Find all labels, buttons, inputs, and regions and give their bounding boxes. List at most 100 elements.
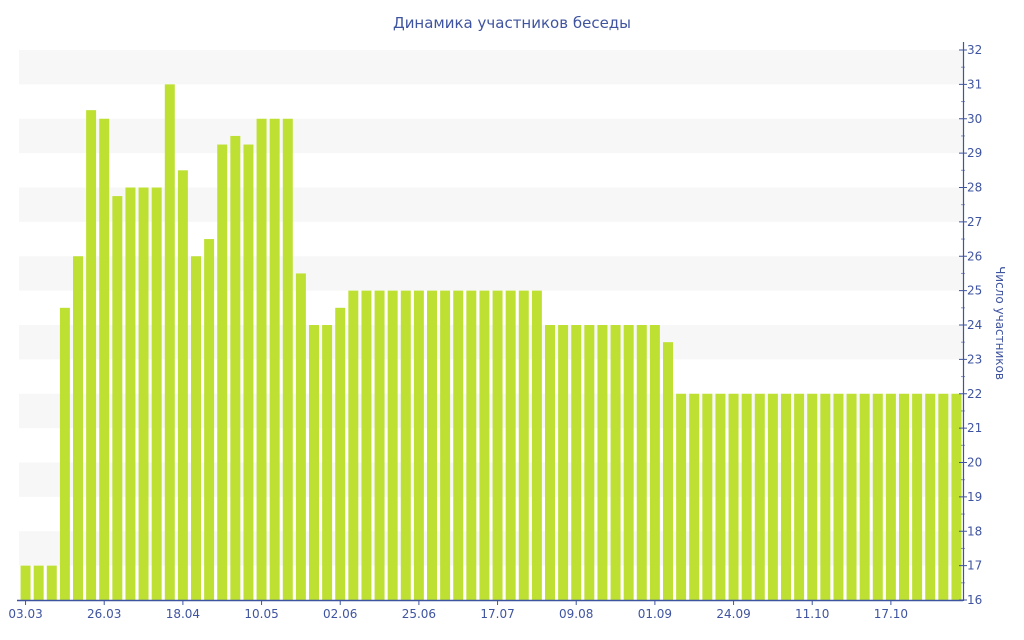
bar	[702, 393, 713, 600]
bar	[256, 118, 267, 600]
bar	[623, 325, 634, 600]
bar	[636, 325, 647, 600]
bar	[794, 393, 805, 600]
bar	[177, 170, 188, 600]
x-tick-label: 03.03	[8, 607, 42, 621]
bar	[33, 565, 44, 600]
y-tick-label: 18	[967, 524, 982, 538]
bar	[741, 393, 752, 600]
bar	[492, 290, 503, 600]
bar	[361, 290, 372, 600]
bar	[335, 307, 346, 600]
bar	[715, 393, 726, 600]
bar	[610, 325, 621, 600]
y-tick-label: 24	[967, 318, 982, 332]
bar	[243, 144, 254, 600]
x-tick-label: 10.05	[244, 607, 278, 621]
bar	[938, 393, 949, 600]
bar	[400, 290, 411, 600]
bar	[322, 325, 333, 600]
x-tick-label: 26.03	[87, 607, 121, 621]
bar	[374, 290, 385, 600]
bar	[833, 393, 844, 600]
bar	[885, 393, 896, 600]
bar	[46, 565, 57, 600]
x-tick-label: 17.07	[480, 607, 514, 621]
bar	[204, 239, 215, 600]
x-tick-label: 09.08	[559, 607, 593, 621]
y-tick-label: 32	[967, 43, 982, 57]
bar	[151, 187, 162, 600]
bar	[309, 325, 319, 600]
bar	[112, 196, 123, 600]
bars	[20, 84, 962, 600]
bar	[479, 290, 490, 600]
bar	[767, 393, 778, 600]
bar	[951, 393, 962, 600]
y-tick-label: 27	[967, 215, 982, 229]
bar	[518, 290, 529, 600]
bar	[164, 84, 175, 600]
grid-band	[19, 325, 963, 360]
bar	[427, 290, 437, 600]
grid-band	[19, 256, 963, 291]
x-tick-label: 01.09	[638, 607, 672, 621]
bar	[807, 393, 818, 600]
bar	[453, 290, 464, 600]
bar	[649, 325, 660, 600]
bar	[505, 290, 516, 600]
y-axis-label: Число участников	[993, 266, 1007, 380]
bar	[676, 393, 687, 600]
bar	[754, 393, 765, 600]
grid-band	[19, 50, 963, 85]
y-tick-label: 17	[967, 559, 982, 573]
y-tick-label: 30	[967, 112, 982, 126]
bar	[191, 256, 201, 600]
bar	[859, 393, 870, 600]
grid-band	[19, 531, 963, 566]
bar	[531, 290, 542, 600]
grid-band	[19, 462, 963, 497]
y-tick-label: 28	[967, 181, 982, 195]
y-tick-label: 29	[967, 146, 982, 160]
x-tick-label: 17.10	[874, 607, 908, 621]
x-tick-label: 02.06	[323, 607, 357, 621]
y-tick-label: 25	[967, 284, 982, 298]
bar	[558, 325, 569, 600]
bar	[728, 393, 739, 600]
bar	[269, 118, 280, 600]
bar	[899, 393, 909, 600]
bar	[571, 325, 582, 600]
bar	[689, 393, 700, 600]
bar	[820, 393, 831, 600]
bar	[99, 118, 110, 600]
y-tick-label: 26	[967, 249, 982, 263]
x-tick-label: 11.10	[795, 607, 829, 621]
bar	[925, 393, 936, 600]
bar	[217, 144, 228, 600]
bar	[20, 565, 31, 600]
bar	[466, 290, 477, 600]
bar	[282, 118, 293, 600]
bar	[230, 135, 241, 600]
bar	[440, 290, 451, 600]
bar	[663, 342, 673, 600]
bar	[138, 187, 149, 600]
y-tick-label: 19	[967, 490, 982, 504]
chart-title: Динамика участников беседы	[393, 14, 631, 32]
y-tick-label: 31	[967, 77, 982, 91]
bar	[912, 393, 923, 600]
bar	[781, 393, 791, 600]
y-tick-label: 20	[967, 456, 982, 470]
x-tick-label: 18.04	[166, 607, 200, 621]
bar	[584, 325, 595, 600]
bar	[545, 325, 555, 600]
bar	[413, 290, 424, 600]
y-tick-label: 23	[967, 352, 982, 366]
grid-band	[19, 187, 963, 222]
x-tick-label: 25.06	[402, 607, 436, 621]
bar	[846, 393, 857, 600]
bar	[872, 393, 883, 600]
bar	[348, 290, 359, 600]
